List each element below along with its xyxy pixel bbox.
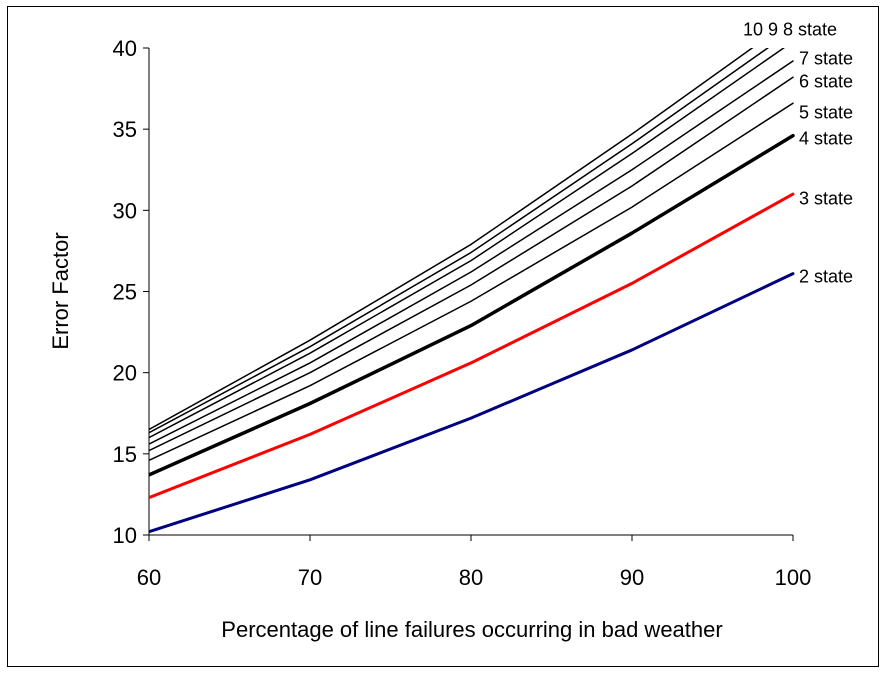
y-tick-label: 25 xyxy=(113,280,137,305)
series-label: 2 state xyxy=(799,266,853,286)
y-tick-label: 30 xyxy=(113,198,137,223)
series-line-7-state xyxy=(149,60,794,445)
series-label: 5 state xyxy=(799,102,853,122)
y-tick-label: 35 xyxy=(113,117,137,142)
series-lines xyxy=(149,48,795,534)
series-line-4-state xyxy=(149,133,795,477)
series-label: 3 state xyxy=(799,188,853,208)
series-line-3-state xyxy=(149,192,795,500)
series-line-8-state xyxy=(149,48,785,439)
y-axis-label: Error Factor xyxy=(48,232,73,349)
y-tick-label: 20 xyxy=(113,361,137,386)
series-label: 4 state xyxy=(799,128,853,148)
series-label: 10 9 8 state xyxy=(743,20,837,40)
x-tick-label: 70 xyxy=(298,565,322,590)
series-line-9-state xyxy=(149,48,770,434)
series-line-10-state xyxy=(149,48,754,431)
series-line-2-state xyxy=(149,272,795,534)
y-tick-label: 15 xyxy=(113,442,137,467)
x-tick-label: 60 xyxy=(137,565,161,590)
x-tick-label: 80 xyxy=(459,565,483,590)
axes: 10 15 20 25 30 35 40 60 70 80 90 100 xyxy=(113,36,812,590)
x-tick-label: 100 xyxy=(775,565,812,590)
series-label: 6 state xyxy=(799,71,853,91)
x-axis-label: Percentage of line failures occurring in… xyxy=(221,617,722,642)
series-label: 7 state xyxy=(799,49,853,69)
chart-frame: 10 15 20 25 30 35 40 60 70 80 90 100 10 9 8 state 7 … xyxy=(7,6,879,667)
x-tick-label: 90 xyxy=(620,565,644,590)
line-chart: 10 15 20 25 30 35 40 60 70 80 90 100 10 9 8 state 7 … xyxy=(48,20,853,642)
y-tick-label: 10 xyxy=(113,523,137,548)
y-tick-label: 40 xyxy=(113,36,137,61)
series-line-6-state xyxy=(149,76,794,452)
series-line-5-state xyxy=(149,102,794,462)
